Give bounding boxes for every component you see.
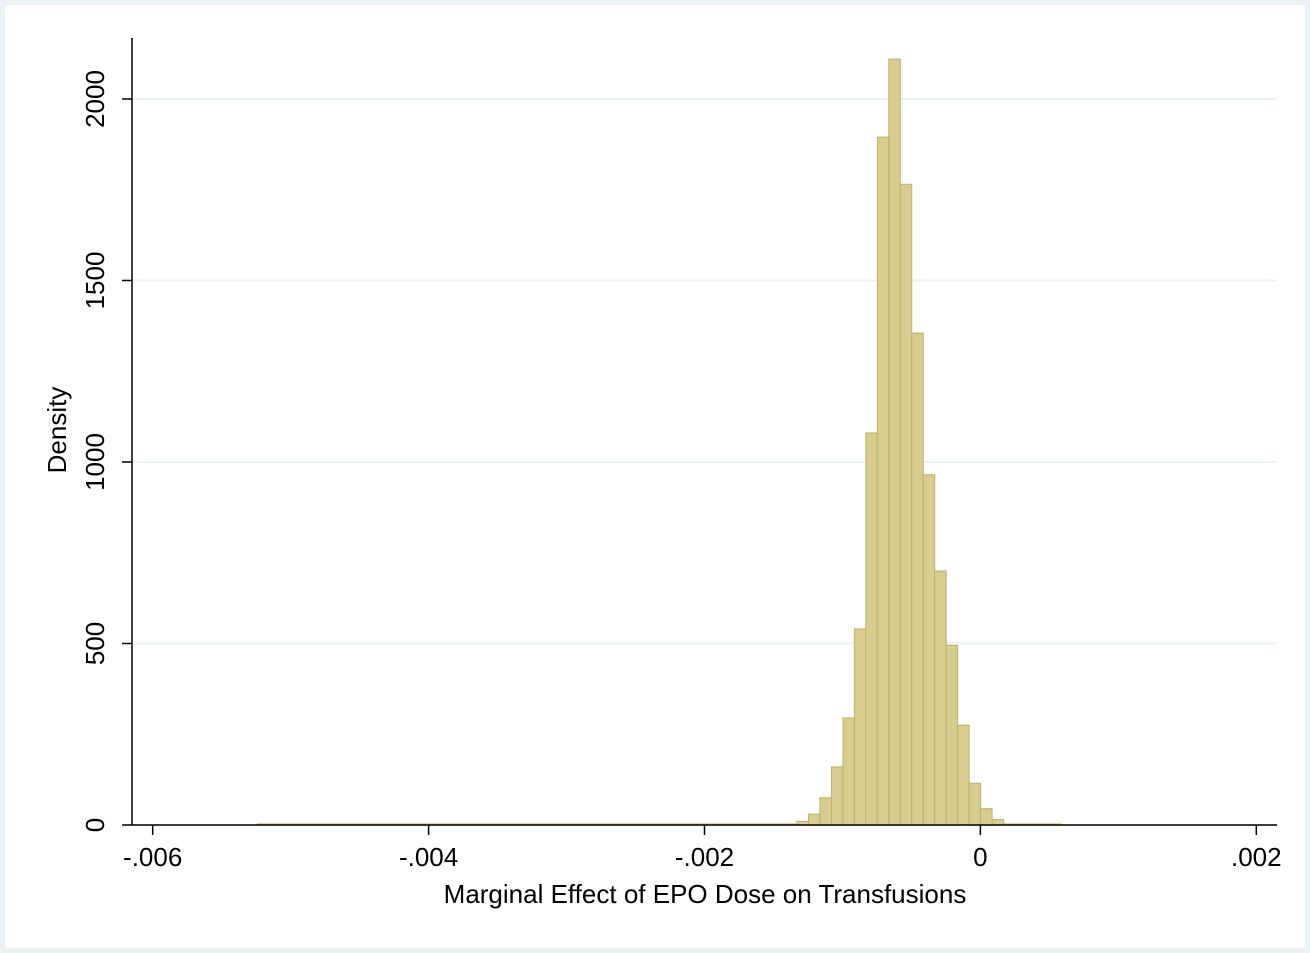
bar bbox=[945, 644, 959, 826]
x-tick-label: -.006 bbox=[123, 842, 182, 872]
bar bbox=[922, 474, 936, 826]
y-tick-label: 1500 bbox=[80, 252, 110, 310]
bar bbox=[991, 819, 1005, 826]
x-tick-label: -.002 bbox=[675, 842, 734, 872]
bar bbox=[876, 136, 890, 826]
bar bbox=[934, 570, 947, 826]
x-tick-label: .002 bbox=[1231, 842, 1282, 872]
bar bbox=[807, 813, 821, 826]
y-tick-label: 500 bbox=[80, 622, 110, 665]
y-tick-label: 2000 bbox=[80, 70, 110, 128]
bar bbox=[899, 183, 913, 826]
bar bbox=[819, 797, 832, 826]
bar bbox=[830, 766, 844, 826]
bar bbox=[842, 717, 855, 826]
x-tick-label: 0 bbox=[973, 842, 987, 872]
bar bbox=[957, 724, 970, 826]
bar bbox=[911, 332, 924, 826]
plot-background bbox=[5, 5, 1305, 948]
y-axis-title: Density bbox=[42, 387, 72, 474]
bar bbox=[968, 782, 982, 826]
bar bbox=[980, 808, 993, 826]
bar bbox=[853, 628, 867, 826]
x-tick-label: -.004 bbox=[399, 842, 458, 872]
bar bbox=[888, 58, 901, 826]
x-axis-title: Marginal Effect of EPO Dose on Transfusi… bbox=[444, 879, 967, 909]
y-tick-label: 1000 bbox=[80, 433, 110, 491]
axes: 0 500 1000 1500 2000 -.006 -.004 -.002 0 .002 bbox=[80, 38, 1282, 872]
bar bbox=[865, 432, 878, 826]
y-tick-label: 0 bbox=[80, 818, 110, 832]
